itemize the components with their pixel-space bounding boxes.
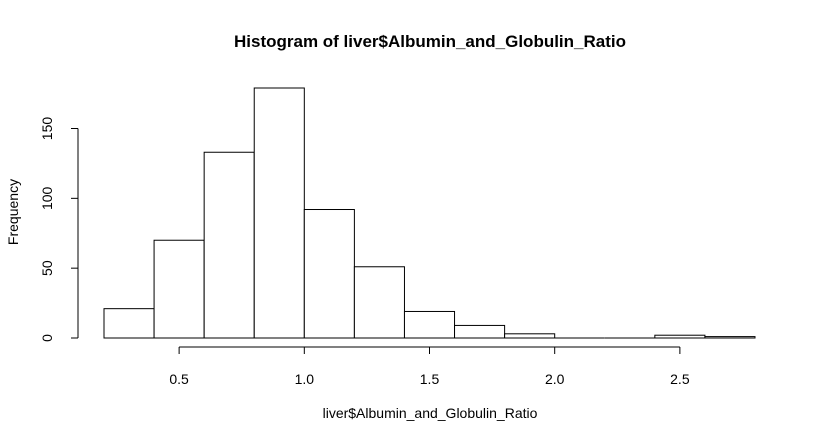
- x-tick-label: 1.5: [420, 371, 440, 387]
- x-axis-label: liver$Albumin_and_Globulin_Ratio: [323, 405, 538, 421]
- histogram-bar: [303, 209, 355, 339]
- chart-title: Histogram of liver$Albumin_and_Globulin_…: [234, 32, 626, 51]
- x-axis: 0.5 1.0 1.5 2.0 2.5: [169, 346, 690, 387]
- histogram-bar: [454, 324, 506, 339]
- y-tick-label: 0: [39, 334, 55, 342]
- x-tick-label: 2.5: [670, 371, 690, 387]
- histogram-bar: [403, 310, 456, 339]
- histogram-bar: [504, 333, 556, 339]
- y-tick-label: 50: [39, 260, 55, 276]
- histogram-bar: [253, 87, 305, 339]
- x-tick-label: 1.0: [295, 371, 315, 387]
- histogram-bar: [353, 266, 405, 339]
- bars-group: [103, 87, 756, 339]
- histogram-bar: [654, 334, 706, 339]
- x-tick-label: 0.5: [169, 371, 189, 387]
- histogram-bar: [153, 239, 205, 339]
- y-tick-label: 150: [39, 117, 55, 141]
- y-axis: 0 50 100 150: [39, 117, 79, 342]
- histogram-bar: [704, 336, 756, 339]
- y-axis-label: Frequency: [5, 179, 21, 245]
- histogram-bar: [203, 151, 255, 339]
- histogram-bar: [103, 308, 155, 339]
- y-tick-label: 100: [39, 186, 55, 210]
- x-tick-label: 2.0: [545, 371, 565, 387]
